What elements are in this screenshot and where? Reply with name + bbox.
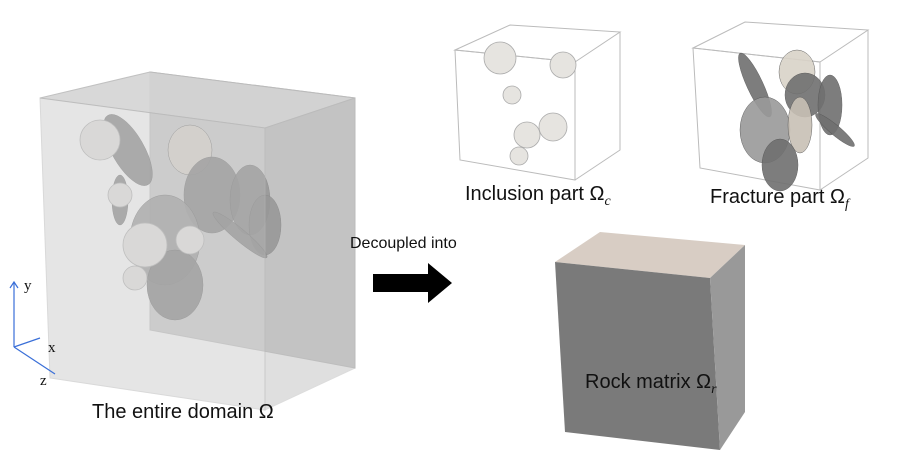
arrow — [373, 263, 452, 303]
inclusion-text: Inclusion part Ω — [465, 183, 605, 205]
matrix-sub: r — [711, 382, 717, 397]
arrow-label: Decoupled into — [350, 235, 457, 252]
axis-label-x: x — [48, 340, 56, 356]
axis-label-z: z — [40, 373, 47, 389]
domain-label: The entire domain Ω — [92, 401, 274, 423]
rock-matrix-cube — [555, 232, 745, 450]
matrix-text: Rock matrix Ω — [585, 371, 711, 393]
axis-label-y: y — [24, 278, 32, 294]
fracture-text: Fracture part Ω — [710, 186, 845, 208]
inclusion-label: Inclusion part Ωc — [465, 183, 611, 209]
entire-domain-cube — [39, 71, 356, 411]
fracture-label: Fracture part Ωf — [710, 186, 851, 212]
inclusion-cube — [453, 24, 622, 181]
matrix-label: Rock matrix Ωr — [585, 371, 717, 397]
inclusion-sub: c — [604, 194, 611, 209]
fracture-cube — [691, 21, 870, 192]
fracture-sub: f — [845, 197, 851, 212]
axes-triad — [9, 280, 56, 375]
